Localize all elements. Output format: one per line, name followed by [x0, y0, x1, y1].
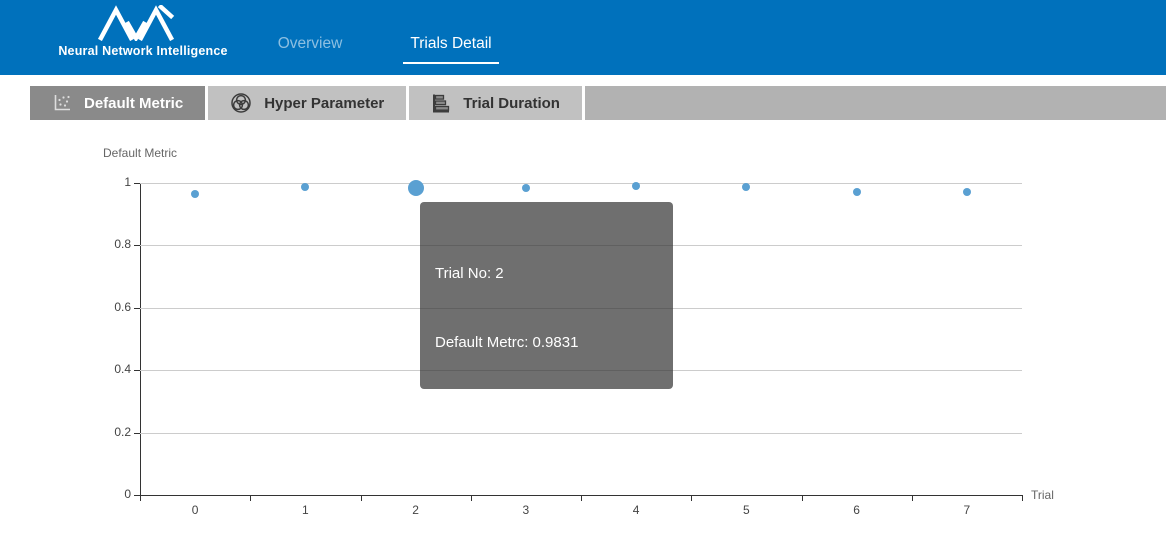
x-tick-label: 2 [396, 503, 436, 517]
y-axis-tick [134, 370, 140, 371]
y-axis-tick [134, 308, 140, 309]
scatter-point[interactable] [742, 183, 750, 191]
y-axis-line [140, 183, 141, 496]
tab-label: Trial Duration [463, 95, 560, 112]
tab-hyper-parameter[interactable]: Hyper Parameter [208, 86, 406, 120]
tooltip-parameters-label: Parameters: [435, 400, 658, 423]
chart-tooltip: Trial No: 2 Default Metrc: 0.9831 Parame… [420, 202, 673, 389]
y-tick-label: 1 [91, 175, 131, 189]
tooltip-param-optimizer: "optimizer": "SGD", [435, 538, 658, 549]
scatter-point[interactable] [963, 188, 971, 196]
y-tick-label: 0.2 [91, 425, 131, 439]
venn-diagram-icon [230, 92, 252, 114]
scatter-point[interactable] [522, 184, 530, 192]
scatter-point[interactable] [632, 182, 640, 190]
detail-tabbar: Default Metric Hyper Parameter [30, 86, 1166, 120]
scatter-point[interactable] [301, 183, 309, 191]
x-axis-title: Trial [1031, 488, 1054, 502]
x-axis-tick [691, 496, 692, 501]
nav-overview[interactable]: Overview [270, 35, 350, 53]
nav-trials-detail[interactable]: Trials Detail [403, 35, 499, 64]
tooltip-trial-no: Trial No: 2 [435, 262, 658, 285]
y-axis-tick [134, 245, 140, 246]
scatter-point[interactable] [408, 180, 424, 196]
x-axis-tick [361, 496, 362, 501]
tab-label: Default Metric [84, 95, 183, 112]
y-tick-label: 0.4 [91, 362, 131, 376]
y-axis-tick [134, 183, 140, 184]
nni-logo[interactable]: Neural Network Intelligence [57, 5, 229, 58]
tooltip-metric: Default Metrc: 0.9831 [435, 331, 658, 354]
nni-logo-icon [97, 5, 189, 41]
y-axis-tick [134, 433, 140, 434]
scatter-point[interactable] [191, 190, 199, 198]
x-tick-label: 7 [947, 503, 987, 517]
x-tick-label: 6 [837, 503, 877, 517]
x-axis-tick [250, 496, 251, 501]
y-axis-title: Default Metric [103, 146, 177, 160]
horizontal-bars-icon [431, 93, 451, 113]
tab-trial-duration[interactable]: Trial Duration [409, 86, 582, 120]
y-tick-label: 0.6 [91, 300, 131, 314]
x-tick-label: 5 [726, 503, 766, 517]
scatter-point[interactable] [853, 188, 861, 196]
x-axis-tick [912, 496, 913, 501]
nni-app: Neural Network Intelligence Overview Tri… [0, 0, 1166, 549]
y-tick-label: 0 [91, 487, 131, 501]
x-axis-tick [140, 496, 141, 501]
x-tick-label: 1 [285, 503, 325, 517]
y-gridline [140, 183, 1022, 184]
tooltip-json-open: { [435, 469, 658, 492]
scatter-chart-icon [52, 93, 72, 113]
tab-default-metric[interactable]: Default Metric [30, 86, 205, 120]
y-tick-label: 0.8 [91, 237, 131, 251]
x-axis-tick [1022, 496, 1023, 501]
tab-label: Hyper Parameter [264, 95, 384, 112]
logo-text: Neural Network Intelligence [57, 44, 229, 58]
app-header: Neural Network Intelligence Overview Tri… [0, 0, 1166, 75]
tabbar-filler [585, 86, 1166, 120]
x-axis-tick [802, 496, 803, 501]
x-tick-label: 0 [175, 503, 215, 517]
